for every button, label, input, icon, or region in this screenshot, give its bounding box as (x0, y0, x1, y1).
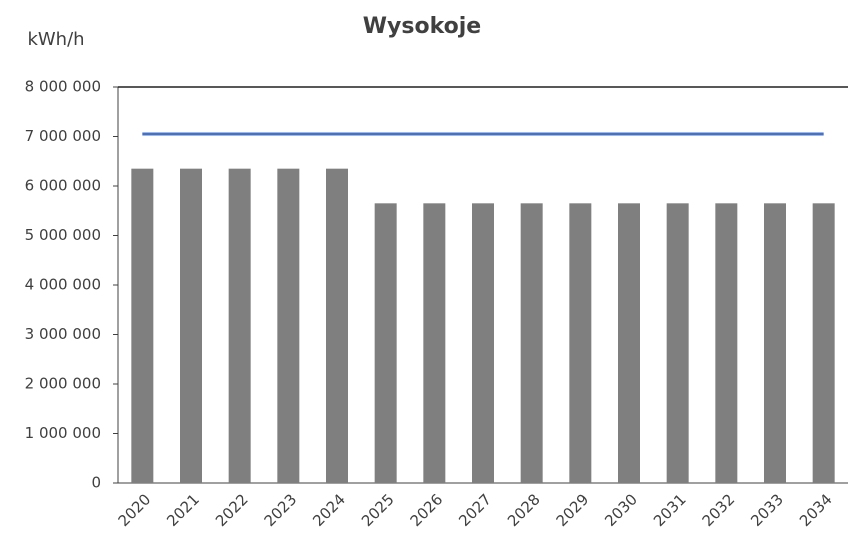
x-tick-label: 2025 (358, 490, 398, 530)
bar (131, 168, 154, 484)
bar (618, 203, 640, 483)
chart-title: Wysokoje (363, 14, 481, 39)
bar (569, 203, 592, 483)
bar (180, 168, 202, 484)
x-tick-label: 2032 (699, 490, 739, 530)
x-tick-label: 2022 (212, 490, 252, 530)
y-tick-label: 5 000 000 (25, 226, 101, 244)
bar (812, 203, 835, 483)
y-tick-label: 1 000 000 (25, 424, 101, 442)
bar (228, 168, 251, 484)
bar (374, 203, 397, 483)
bar (520, 203, 543, 483)
y-tick-label: 6 000 000 (25, 177, 101, 195)
bar (472, 203, 494, 483)
y-tick-label: 8 000 000 (25, 78, 101, 96)
x-tick-label: 2021 (163, 490, 203, 530)
x-tick-label: 2029 (553, 490, 593, 530)
bar (277, 168, 300, 484)
x-tick-label: 2023 (261, 490, 301, 530)
y-tick-label: 0 (91, 474, 101, 492)
x-tick-label: 2020 (115, 490, 155, 530)
y-tick-label: 4 000 000 (25, 276, 101, 294)
x-tick-label: 2028 (504, 490, 544, 530)
bar (423, 203, 446, 483)
x-tick-label: 2026 (407, 490, 447, 530)
x-tick-label: 2030 (601, 490, 641, 530)
x-tick-label: 2031 (650, 490, 690, 530)
bar (326, 168, 348, 484)
x-tick-label: 2034 (796, 490, 836, 530)
x-tick-label: 2027 (455, 490, 495, 530)
y-tick-label: 2 000 000 (25, 375, 101, 393)
bar (666, 203, 689, 483)
y-axis-label: kWh/h (27, 29, 84, 50)
bar (715, 203, 738, 483)
y-tick-label: 7 000 000 (25, 127, 101, 145)
y-tick-label: 3 000 000 (25, 325, 101, 343)
x-tick-label: 2033 (747, 490, 787, 530)
x-tick-label: 2024 (309, 490, 349, 530)
bar (764, 203, 786, 483)
